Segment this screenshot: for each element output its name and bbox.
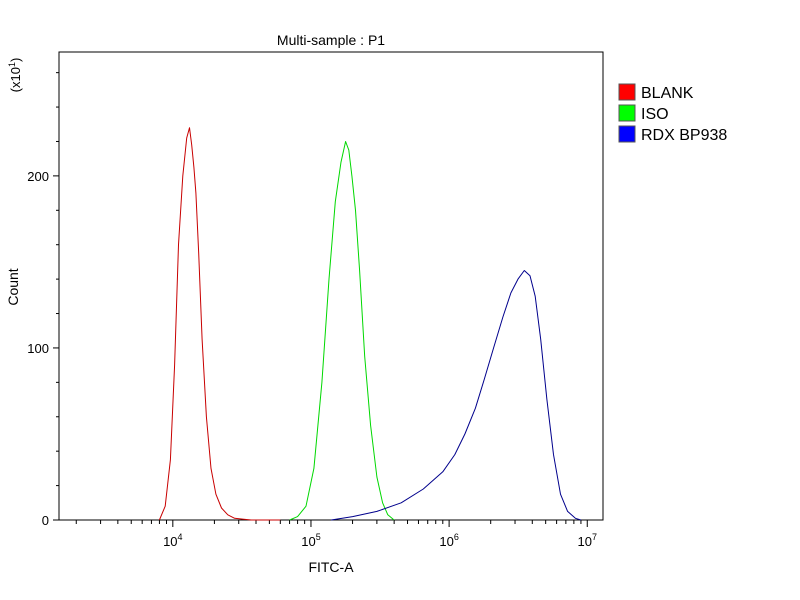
- x-tick-label: 105: [301, 532, 320, 549]
- legend-label: ISO: [641, 106, 669, 123]
- x-tick-label: 104: [163, 532, 182, 549]
- legend-swatch: [618, 125, 636, 143]
- x-tick-base: 10: [301, 534, 315, 549]
- y-multiplier-prefix: (x10: [8, 67, 23, 92]
- y-axis-label-group: Count: [5, 268, 21, 305]
- x-tick-base: 10: [439, 534, 453, 549]
- legend-swatch: [618, 104, 636, 122]
- legend-label: RDX BP938: [641, 127, 727, 144]
- chart-title: Multi-sample : P1: [277, 32, 385, 48]
- x-tick-base: 10: [163, 534, 177, 549]
- legend-label: BLANK: [641, 85, 694, 102]
- series-line-rdx-bp938: [331, 270, 582, 521]
- x-tick-exponent: 5: [316, 532, 321, 542]
- svg-text:(x101): (x101): [7, 58, 23, 93]
- y-tick-label: 100: [27, 341, 49, 356]
- x-tick-base: 10: [578, 534, 592, 549]
- series-line-blank: [158, 127, 281, 521]
- y-multiplier-label: (x101): [7, 58, 23, 93]
- plot-frame: [58, 51, 604, 521]
- x-tick-exponent: 7: [592, 532, 597, 542]
- x-tick-label: 106: [439, 532, 458, 549]
- y-axis-label: Count: [5, 268, 21, 305]
- legend: BLANK ISO RDX BP938: [618, 83, 727, 144]
- x-tick-exponent: 4: [178, 532, 183, 542]
- x-axis-ticks: 104 105 106 107: [75, 520, 597, 549]
- x-axis-label: FITC-A: [308, 559, 354, 575]
- y-tick-label: 0: [42, 513, 49, 528]
- series-line-iso: [289, 141, 395, 521]
- y-multiplier-suffix: ): [8, 58, 23, 62]
- y-axis-ticks: 0 100 200: [27, 72, 59, 528]
- y-tick-label: 200: [27, 169, 49, 184]
- x-tick-label: 107: [578, 532, 597, 549]
- legend-swatch: [618, 83, 636, 101]
- y-multiplier-exponent: 1: [7, 62, 17, 67]
- histogram-series: [158, 127, 582, 521]
- x-tick-exponent: 6: [454, 532, 459, 542]
